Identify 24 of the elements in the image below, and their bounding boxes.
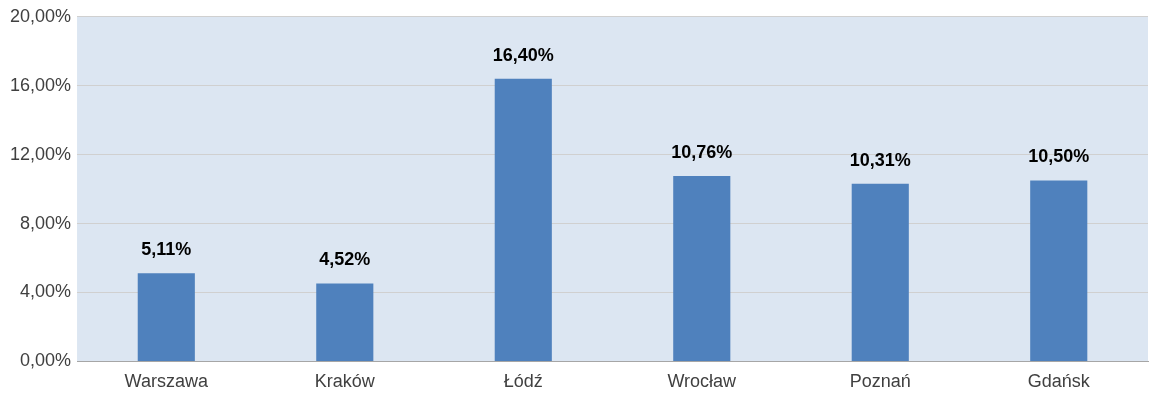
bar — [673, 176, 731, 361]
data-label: 10,31% — [849, 149, 911, 170]
data-label: 10,76% — [671, 141, 733, 162]
x-tick-label: Łódź — [503, 371, 543, 392]
y-tick-label: 8,00% — [20, 212, 72, 233]
bar — [494, 78, 552, 361]
x-tick-label: Gdańsk — [1027, 371, 1091, 392]
y-tick-label: 4,00% — [20, 281, 72, 302]
bar — [316, 283, 374, 361]
y-tick-label: 12,00% — [9, 143, 72, 164]
bar — [137, 273, 195, 361]
data-label: 16,40% — [492, 44, 554, 65]
bar — [851, 183, 909, 361]
y-tick-label: 20,00% — [9, 5, 72, 26]
bar — [1030, 180, 1088, 361]
data-label: 5,11% — [141, 239, 192, 260]
data-label: 4,52% — [319, 249, 371, 270]
y-tick-label: 16,00% — [9, 74, 72, 95]
x-tick-label: Kraków — [314, 371, 376, 392]
data-label: 10,50% — [1028, 146, 1090, 167]
x-tick-label: Poznań — [849, 371, 911, 392]
x-tick-label: Warszawa — [124, 371, 209, 392]
x-tick-label: Wrocław — [667, 371, 738, 392]
y-tick-label: 0,00% — [20, 350, 72, 371]
